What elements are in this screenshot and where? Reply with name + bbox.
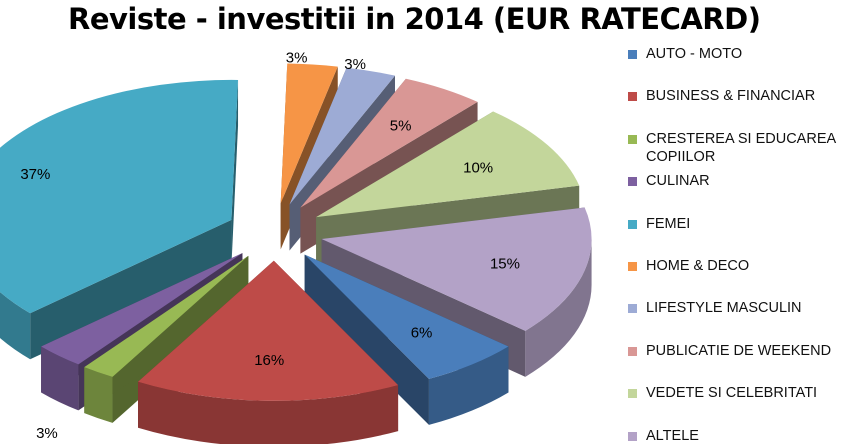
pie-chart: 15% 6% 16% 2% 3% 37% 3% 3% 5% 10%	[0, 49, 592, 444]
slice-wall	[30, 219, 232, 360]
slice-side	[138, 381, 399, 444]
legend-label: AUTO - MOTO	[646, 46, 743, 62]
legend-swatch	[628, 50, 637, 59]
slice-side	[428, 346, 509, 425]
slice-femei	[0, 79, 239, 360]
slice-wall	[304, 254, 429, 425]
legend-swatch	[628, 389, 637, 399]
slice-side	[525, 238, 592, 377]
slice-side	[41, 346, 79, 411]
slice-wall	[231, 79, 239, 266]
slice-top	[289, 67, 396, 205]
legend-label: CULINAR	[646, 173, 710, 190]
data-label-vedete-si-celebritati: 10%	[463, 160, 493, 177]
data-label-home-deco: 3%	[286, 49, 308, 66]
data-label-femei: 37%	[20, 166, 50, 183]
data-label-lifestyle-masculin: 3%	[344, 56, 366, 73]
slice-top	[321, 207, 592, 331]
slice-cresterea-si-educarea-copiilor	[84, 255, 249, 423]
legend-label: BUSINESS & FINANCIAR	[646, 88, 816, 105]
data-label-publicatie-de-weekend: 5%	[390, 117, 412, 134]
slice-wall	[41, 253, 243, 393]
slice-side	[84, 367, 113, 423]
legend-label: VEDETE SI CELEBRITATI	[646, 385, 818, 402]
legend-swatch	[628, 304, 637, 314]
data-label-cresterea-si-educarea-copiilor: 2%	[75, 441, 97, 444]
slice-top	[300, 78, 478, 208]
slice-top	[84, 255, 249, 377]
legend-swatch	[628, 346, 637, 356]
slice-altele	[321, 207, 592, 377]
legend-swatch	[628, 177, 637, 187]
legend-swatch	[628, 219, 637, 229]
legend-label: CRESTEREA SI EDUCAREA COPIILOR	[646, 130, 836, 165]
data-label-altele: 15%	[490, 256, 520, 273]
data-label-auto-moto: 6%	[411, 325, 433, 342]
slice-side	[0, 291, 31, 360]
data-label-business-financiar: 16%	[254, 352, 284, 369]
legend-label: HOME & DECO	[646, 258, 750, 274]
slice-top	[0, 79, 239, 314]
legend-label: ALTELE	[646, 427, 699, 444]
legend-swatch	[628, 134, 637, 144]
slice-top	[41, 253, 243, 365]
legend-swatch	[628, 92, 637, 102]
chart-title: Reviste - investitii in 2014 (EUR RATECA…	[68, 2, 761, 36]
slice-auto-moto	[304, 254, 509, 425]
data-label-culinar: 3%	[36, 425, 58, 442]
slice-top	[316, 111, 580, 218]
legend-swatch	[628, 262, 637, 271]
slice-business-financiar	[138, 260, 399, 444]
slice-top	[280, 63, 338, 204]
legend-label: LIFESTYLE MASCULIN	[646, 300, 802, 317]
slice-top	[138, 260, 399, 401]
legend-swatch	[628, 431, 637, 441]
legend-label: FEMEI	[646, 215, 691, 232]
slice-top	[304, 254, 509, 379]
legend-label: PUBLICATIE DE WEEKEND	[646, 342, 832, 359]
slice-wall	[84, 255, 249, 414]
